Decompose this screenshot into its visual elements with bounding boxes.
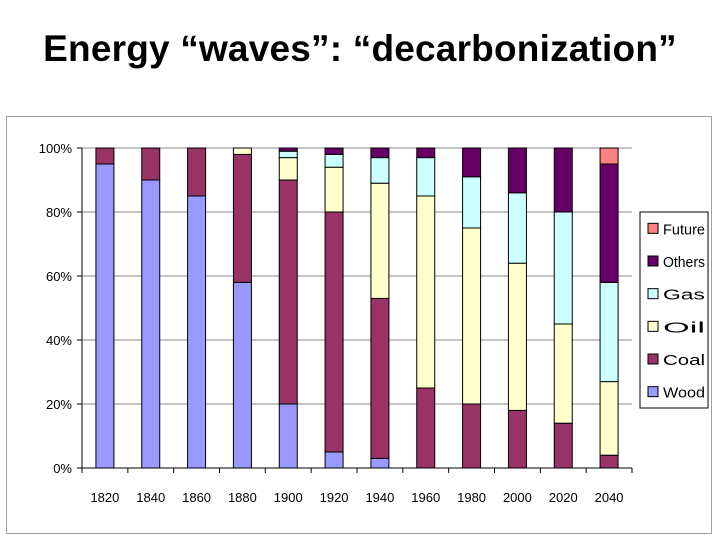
bar-coal-1960 [416,387,436,469]
legend-swatch-coal [647,353,659,365]
x-tick-label: 2020 [549,490,578,505]
y-tick-label: 80% [46,205,72,220]
x-tick-label: 1860 [182,490,211,505]
bar-coal-2000 [507,409,527,469]
legend-box [639,211,709,409]
bar-wood-1900 [278,403,298,469]
bar-coal-2040 [599,454,619,469]
legend-swatch-wood [647,386,659,398]
bar-others-1900 [278,147,298,152]
bar-gas-1980 [462,176,482,229]
bar-others-2000 [507,147,527,194]
y-tick-label: 40% [46,333,72,348]
y-tick-label: 20% [46,397,72,412]
bar-coal-1920 [324,211,344,453]
bar-others-1940 [370,147,390,159]
bar-others-1960 [416,147,436,159]
bar-wood-1840 [141,179,161,469]
y-tick-label: 60% [46,269,72,284]
bar-oil-2040 [599,381,619,456]
bar-coal-1860 [187,147,207,197]
bar-coal-1980 [462,403,482,469]
bar-oil-1920 [324,166,344,213]
legend-label-coal: Coal [663,352,705,369]
bar-coal-1820 [95,147,115,165]
bar-wood-1820 [95,163,115,469]
x-tick-label: 1840 [136,490,165,505]
legend-label-wood: Wood [663,385,705,402]
bar-oil-1900 [278,157,298,181]
slide-title: Energy “waves”: “decarbonization” [43,28,677,69]
bar-others-2040 [599,163,619,283]
x-tick-label: 2040 [595,490,624,505]
bar-others-1920 [324,147,344,155]
bar-coal-2020 [553,422,573,469]
bar-wood-1920 [324,451,344,469]
legend-swatch-gas [647,288,659,300]
bar-others-2020 [553,147,573,213]
legend-label-others: Others [663,254,705,271]
bar-oil-1980 [462,227,482,405]
x-tick-label: 1820 [90,490,119,505]
legend-label-future: Future [663,221,705,238]
bar-oil-2020 [553,323,573,424]
legend-swatch-future [647,222,659,234]
x-tick-label: 2000 [503,490,532,505]
legend-swatch-others [647,255,659,267]
y-tick-label: 100% [39,141,73,156]
bar-coal-1940 [370,297,390,459]
bar-gas-2020 [553,211,573,325]
bar-oil-1960 [416,195,436,389]
x-tick-label: 1880 [228,490,257,505]
legend-label-gas: Gas [663,287,705,304]
bar-oil-1940 [370,182,390,299]
x-tick-label: 1940 [365,490,394,505]
bar-wood-1940 [370,457,390,469]
legend-swatch-oil [647,320,659,332]
bar-coal-1840 [141,147,161,181]
bar-gas-1960 [416,157,436,197]
x-tick-label: 1960 [411,490,440,505]
bar-gas-1900 [278,150,298,159]
plot-area [82,148,632,468]
y-tick-label: 0% [53,461,72,476]
bar-gas-2040 [599,281,619,383]
bar-gas-1940 [370,157,390,184]
bar-gas-2000 [507,192,527,264]
x-tick-label: 1900 [274,490,303,505]
legend-label-oil: Oil [663,319,705,336]
bar-gas-1920 [324,153,344,168]
bar-wood-1880 [232,281,252,469]
x-tick-label: 1920 [320,490,349,505]
bar-wood-1860 [187,195,207,469]
bar-others-1980 [462,147,482,178]
bar-coal-1900 [278,179,298,405]
bar-coal-1880 [232,153,252,283]
bar-oil-1880 [232,147,252,155]
bar-future-2040 [599,147,619,165]
bar-oil-2000 [507,262,527,411]
x-tick-label: 1980 [457,490,486,505]
